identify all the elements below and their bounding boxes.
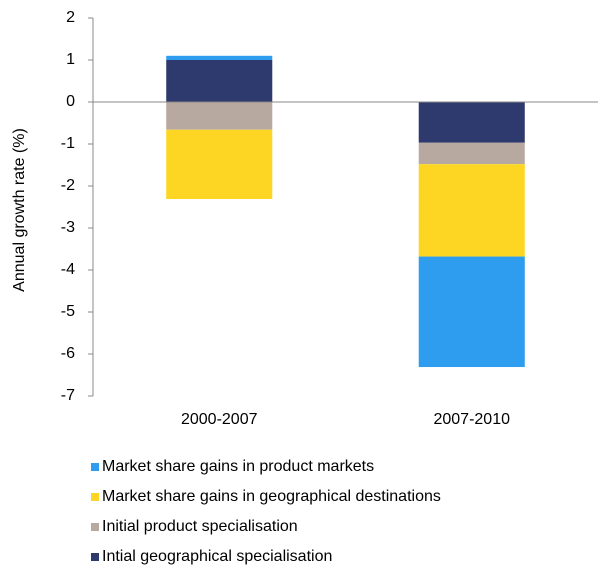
legend-label: Initial product specialisation — [102, 518, 298, 535]
bar-segment — [418, 102, 525, 143]
y-tick-label: 0 — [66, 93, 75, 110]
legend-swatch — [91, 523, 99, 531]
y-tick-label: 1 — [66, 51, 75, 68]
y-tick-label: -6 — [61, 345, 75, 362]
bar-segment — [166, 55, 273, 60]
y-tick-label: -3 — [61, 219, 75, 236]
bar-segment — [418, 256, 525, 368]
legend-swatch — [91, 553, 99, 561]
x-tick-label: 2000-2007 — [181, 411, 258, 428]
legend-swatch — [91, 493, 99, 501]
y-tick-label: 2 — [66, 9, 75, 26]
y-tick-label: -7 — [61, 387, 75, 404]
bar-segment — [418, 164, 525, 257]
y-tick-label: -4 — [61, 261, 75, 278]
legend-label: Intial geographical specialisation — [102, 548, 332, 565]
legend-label: Market share gains in geographical desti… — [102, 488, 441, 505]
y-axis-title: Annual growth rate (%) — [11, 128, 28, 292]
bar-segment — [166, 129, 273, 200]
y-tick-label: -2 — [61, 177, 75, 194]
legend-swatch — [91, 463, 99, 471]
bar-segment — [166, 102, 273, 130]
legend-label: Market share gains in product markets — [102, 458, 374, 475]
x-tick-label: 2007-2010 — [433, 411, 510, 428]
y-tick-label: -1 — [61, 135, 75, 152]
bar-segment — [166, 60, 273, 102]
bar-segment — [418, 142, 525, 165]
y-tick-label: -5 — [61, 303, 75, 320]
